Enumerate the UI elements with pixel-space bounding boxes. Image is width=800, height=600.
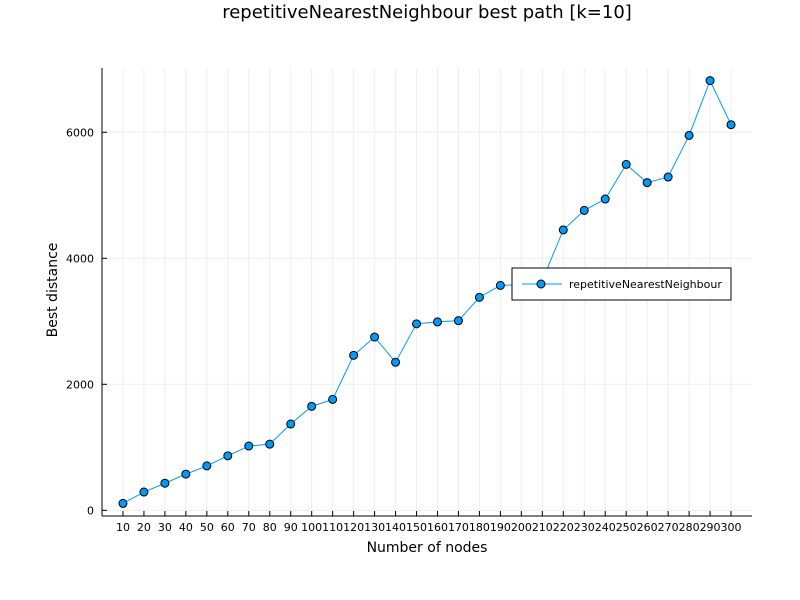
- x-tick-label: 110: [322, 521, 343, 534]
- data-point: [495, 280, 505, 290]
- x-tick-label: 220: [553, 521, 574, 534]
- data-point: [244, 441, 254, 451]
- y-tick-label: 0: [87, 504, 94, 517]
- data-point: [412, 319, 422, 329]
- legend-label: repetitiveNearestNeighbour: [569, 278, 722, 291]
- x-tick-label: 100: [301, 521, 322, 534]
- data-point: [432, 317, 442, 327]
- x-axis-label: Number of nodes: [367, 540, 488, 556]
- y-tick-label: 2000: [66, 378, 94, 391]
- data-point: [474, 292, 484, 302]
- x-tick-label: 20: [137, 521, 151, 534]
- data-point: [726, 120, 736, 130]
- x-tick-label: 40: [179, 521, 193, 534]
- x-tick-label: 60: [221, 521, 235, 534]
- x-tick-label: 240: [595, 521, 616, 534]
- x-tick-label: 130: [364, 521, 385, 534]
- x-tick-label: 290: [700, 521, 721, 534]
- data-point: [202, 461, 212, 471]
- data-point: [160, 478, 170, 488]
- x-tick-label: 280: [679, 521, 700, 534]
- data-point: [181, 469, 191, 479]
- data-point: [223, 451, 233, 461]
- series: [118, 76, 736, 508]
- x-tick-label: 180: [469, 521, 490, 534]
- legend: repetitiveNearestNeighbour: [511, 267, 732, 301]
- legend-marker: [536, 279, 546, 289]
- x-tick-label: 80: [263, 521, 277, 534]
- y-ticks: 0 2000 4000 6000: [66, 126, 107, 517]
- data-point: [663, 172, 673, 182]
- data-point: [307, 401, 317, 411]
- data-point: [286, 419, 296, 429]
- data-point: [139, 487, 149, 497]
- x-tick-label: 230: [574, 521, 595, 534]
- y-tick-label: 6000: [66, 126, 94, 139]
- data-point: [684, 130, 694, 140]
- x-tick-label: 170: [448, 521, 469, 534]
- data-point: [118, 498, 128, 508]
- x-tick-label: 50: [200, 521, 214, 534]
- data-point: [621, 159, 631, 169]
- x-tick-label: 10: [116, 521, 130, 534]
- data-point: [642, 178, 652, 188]
- x-tick-label: 200: [511, 521, 532, 534]
- x-tick-label: 30: [158, 521, 172, 534]
- x-ticks: 10 20 30 40 50 60 70 80 90 100 110 120 130 140 150 160 1…: [116, 511, 742, 534]
- data-point: [391, 357, 401, 367]
- x-tick-label: 140: [385, 521, 406, 534]
- x-tick-label: 210: [532, 521, 553, 534]
- x-tick-label: 120: [343, 521, 364, 534]
- data-point: [558, 225, 568, 235]
- x-tick-label: 160: [427, 521, 448, 534]
- x-tick-label: 260: [637, 521, 658, 534]
- data-point: [328, 394, 338, 404]
- x-tick-label: 300: [721, 521, 742, 534]
- data-point: [453, 316, 463, 326]
- data-point: [579, 205, 589, 215]
- data-point: [349, 350, 359, 360]
- x-tick-label: 190: [490, 521, 511, 534]
- data-point: [705, 76, 715, 86]
- x-tick-label: 70: [242, 521, 256, 534]
- x-tick-label: 150: [406, 521, 427, 534]
- chart-title: repetitiveNearestNeighbour best path [k=…: [222, 2, 632, 23]
- data-point: [265, 439, 275, 449]
- y-axis-label: Best distance: [45, 243, 61, 338]
- x-tick-label: 90: [284, 521, 298, 534]
- y-tick-label: 4000: [66, 252, 94, 265]
- axes: [101, 68, 752, 517]
- x-tick-label: 270: [658, 521, 679, 534]
- data-point: [370, 332, 380, 342]
- x-tick-label: 250: [616, 521, 637, 534]
- data-point: [600, 194, 610, 204]
